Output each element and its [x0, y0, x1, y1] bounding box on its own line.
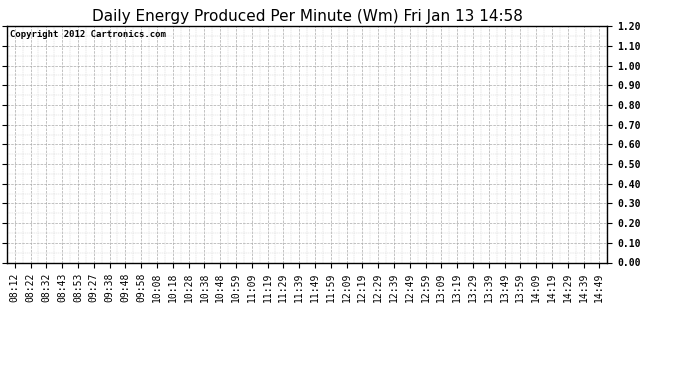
Text: Copyright 2012 Cartronics.com: Copyright 2012 Cartronics.com — [10, 30, 166, 39]
Title: Daily Energy Produced Per Minute (Wm) Fri Jan 13 14:58: Daily Energy Produced Per Minute (Wm) Fr… — [92, 9, 522, 24]
